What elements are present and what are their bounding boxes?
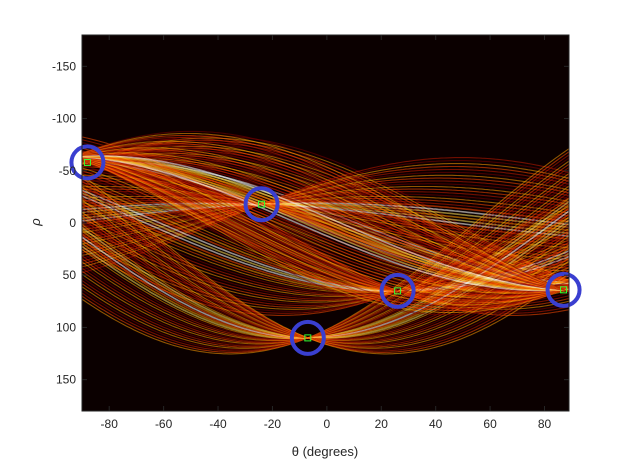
hough-curve-175 [82,157,569,297]
hough-curve-168 [82,158,569,308]
x-tick-label: 40 [429,417,443,431]
x-tick-label: -40 [209,417,227,431]
hough-curve-170 [82,157,569,304]
y-tick-label: 150 [56,373,76,387]
hough-curve-46 [82,171,569,259]
hough-curve-186 [82,155,569,291]
hough-curve-172 [82,157,569,301]
hough-curve-171 [82,157,569,302]
hough-curve-197 [82,144,569,292]
hough-curve-200 [82,138,569,293]
hough-curve-202 [82,134,569,293]
hough-curve-53 [82,191,569,239]
hough-curve-68 [82,193,569,252]
hough-curve-184 [82,155,569,291]
x-tick-label: -60 [155,417,173,431]
hough-curve-166 [82,158,569,312]
peak-circle-1 [243,186,280,223]
hough-curve-194 [82,148,569,292]
hough-curve-180 [82,156,569,292]
peak-square-3 [304,334,312,342]
y-tick-label: 100 [56,320,76,334]
peak-circle-0 [69,144,106,181]
hough-curve-183 [82,155,569,291]
x-tick-label: -80 [101,417,119,431]
hough-curve-201 [82,136,569,293]
hough-curve-56 [82,197,569,231]
x-tick-label: 20 [375,417,389,431]
hough-curve-164 [82,158,569,316]
hough-curve-204 [82,130,569,293]
hough-curve-203 [82,132,569,293]
hough-curve-191 [82,152,569,292]
hough-curve-196 [82,145,569,292]
y-tick-label: 0 [69,216,76,230]
hough-curve-169 [82,158,569,306]
peak-circle-3 [289,319,326,356]
hough-curve-187 [82,154,569,291]
hough-curve-165 [82,158,569,314]
y-axis-label: ρ [28,218,43,227]
x-tick-label: 0 [324,417,331,431]
hough-curve-167 [82,158,569,310]
peak-markers [69,144,582,356]
hough-curve-177 [82,156,569,294]
y-ticks: -150 -100 -50 0 50 100 150 [52,59,569,387]
hough-curve-192 [82,151,569,292]
peak-circle-2 [379,272,416,309]
hough-curve-193 [82,149,569,292]
peak-square-4 [560,286,568,294]
peak-square-1 [258,200,266,208]
y-tick-label: -150 [52,59,76,73]
hough-curve-199 [82,140,569,292]
hough-curve-85 [82,205,569,310]
hough-curve-174 [82,157,569,298]
hough-curve-48 [82,177,569,254]
y-tick-label: -50 [59,164,77,178]
hough-curve-185 [82,155,569,291]
y-tick-label: 50 [63,268,77,282]
x-tick-label: 60 [483,417,497,431]
hough-curve-188 [82,154,569,291]
hough-curve-179 [82,156,569,293]
peak-square-0 [83,158,91,166]
hough-curve-97 [82,206,569,294]
hough-curve-178 [82,156,569,293]
hough-curve-198 [82,142,569,292]
y-tick-label: -100 [52,112,76,126]
hough-curve-163 [82,174,569,355]
hough-curve-195 [82,147,569,292]
hough-curve-176 [82,157,569,295]
hough-curve-181 [82,155,569,292]
hough-curve-173 [82,157,569,299]
hough-curve-51 [82,185,569,245]
hough-curve-190 [82,153,569,292]
x-tick-label: 80 [538,417,552,431]
hough-curve-189 [82,153,569,291]
hough-curve-44 [82,165,569,265]
hough-curve-182 [82,155,569,291]
peak-circle-4 [545,271,582,308]
x-ticks: -80 -60 -40 -20 0 20 40 60 80 [101,35,552,431]
x-axis-label: θ (degrees) [292,444,358,459]
peak-square-2 [394,287,402,295]
x-tick-label: -20 [264,417,282,431]
